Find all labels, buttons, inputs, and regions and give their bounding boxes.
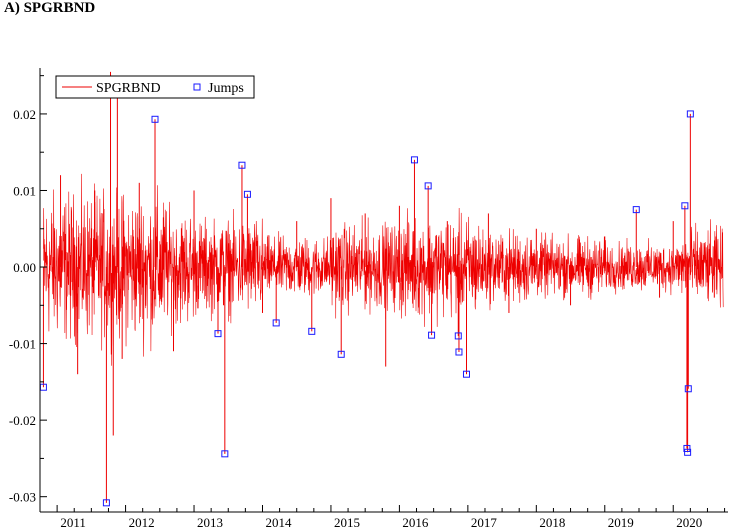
legend-label-spgrbnd: SPGRBND [96, 81, 161, 96]
jump-marker [337, 350, 345, 358]
jump-marker [684, 448, 692, 456]
x-tick-label: 2019 [608, 515, 634, 527]
x-tick-label: 2015 [334, 515, 360, 527]
y-tick-label: 0.02 [13, 107, 36, 122]
x-tick-label: 2016 [402, 515, 429, 527]
x-tick-label: 2011 [60, 515, 86, 527]
volatility-band [43, 173, 724, 366]
jump-marker [428, 331, 436, 339]
jump-marker [272, 319, 280, 327]
jump-marker [454, 332, 462, 340]
legend-label-jumps: Jumps [208, 81, 244, 96]
jump-marker [221, 450, 229, 458]
legend-box [55, 75, 255, 99]
legend-swatch-jumps [193, 83, 201, 91]
series-spgrbnd [42, 71, 715, 503]
jump-marker [455, 348, 463, 356]
y-tick-label: -0.03 [9, 490, 36, 505]
jump-marker [151, 115, 159, 123]
jump-marker [683, 444, 691, 452]
x-tick-label: 2020 [676, 515, 702, 527]
y-tick-label: -0.02 [9, 413, 36, 428]
jump-marker [243, 190, 251, 198]
jump-marker [238, 161, 246, 169]
jump-marker [462, 370, 470, 378]
axes: -0.03 -0.02 -0.01 0.00 0.01 0.02 2011 2012 2013 2… [9, 68, 728, 527]
jump-marker [308, 327, 316, 335]
jump-marker [681, 202, 689, 210]
panel-title: A) SPGRBND [4, 0, 96, 16]
y-tick-label: -0.01 [9, 337, 36, 352]
jump-marker [632, 206, 640, 214]
x-tick-label: 2018 [539, 515, 565, 527]
jump-marker [684, 385, 692, 393]
jump-marker [424, 182, 432, 190]
legend: SPGRBND Jumps [55, 75, 255, 99]
y-tick-label: 0.00 [13, 260, 36, 275]
volatility-line [43, 173, 724, 366]
jump-marker [686, 110, 694, 118]
x-tick-label: 2013 [197, 515, 223, 527]
jump-marker [102, 499, 110, 507]
y-tick-label: 0.01 [13, 183, 36, 198]
x-tick-label: 2014 [265, 515, 292, 527]
x-tick-label: 2012 [129, 515, 155, 527]
jump-marker [214, 330, 222, 338]
series-jumps [39, 110, 694, 507]
jump-marker [410, 156, 418, 164]
x-tick-label: 2017 [471, 515, 498, 527]
